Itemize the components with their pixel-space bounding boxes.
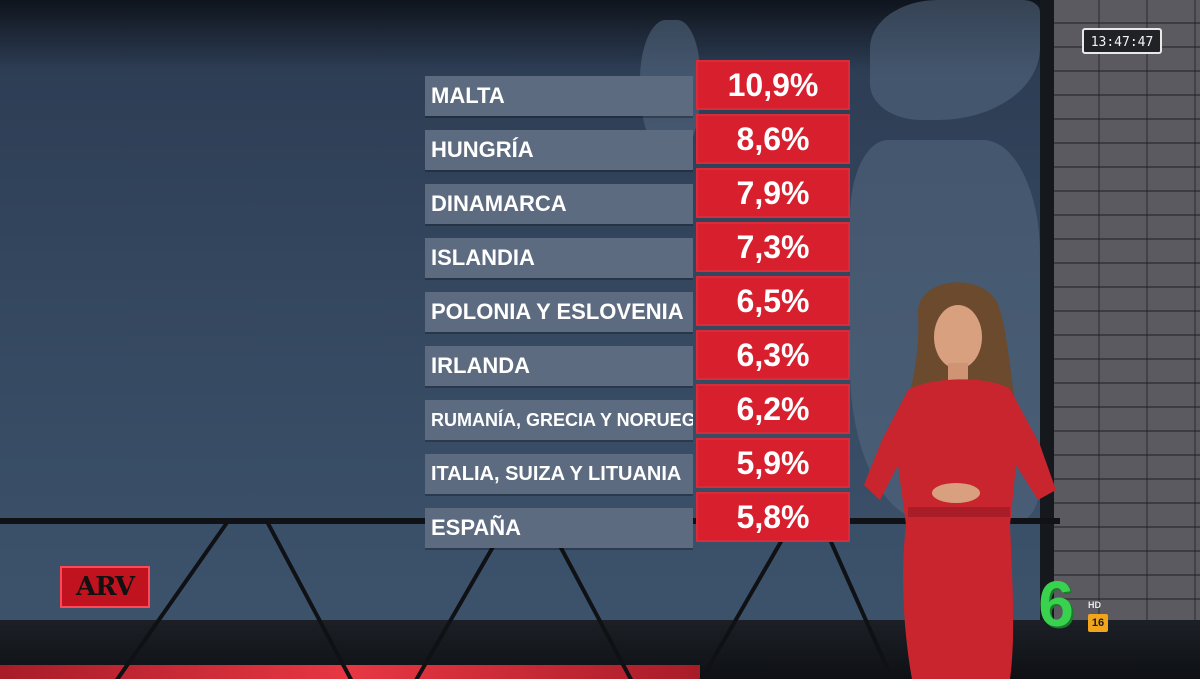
country-label: MALTA — [425, 76, 693, 116]
ranking-row: POLONIA Y ESLOVENIA 6,5% — [425, 274, 855, 332]
broadcast-clock: 13:47:47 — [1082, 28, 1162, 54]
country-label: POLONIA Y ESLOVENIA — [425, 292, 693, 332]
program-logo: ARV — [60, 566, 150, 608]
country-label: IRLANDA — [425, 346, 693, 386]
brick-wall — [1050, 0, 1200, 679]
country-label: HUNGRÍA — [425, 130, 693, 170]
ranking-row: ISLANDIA 7,3% — [425, 220, 855, 278]
ranking-row: IRLANDA 6,3% — [425, 328, 855, 386]
country-label: RUMANÍA, GRECIA Y NORUEGA — [425, 400, 693, 440]
country-label: DINAMARCA — [425, 184, 693, 224]
ranking-row: RUMANÍA, GRECIA Y NORUEGA 6,2% — [425, 382, 855, 440]
ranking-row: ITALIA, SUIZA Y LITUANIA 5,9% — [425, 436, 855, 494]
floor-red-light — [0, 665, 700, 679]
ranking-row: MALTA 10,9% — [425, 58, 855, 116]
ranking-row: DINAMARCA 7,9% — [425, 166, 855, 224]
presenter-dress — [864, 379, 1056, 679]
studio-pillar — [1040, 0, 1054, 679]
percentage-value: 5,9% — [696, 438, 850, 488]
presenter-belt — [908, 507, 1010, 517]
country-label: ESPAÑA — [425, 508, 693, 548]
age-rating-badge: 16 — [1088, 614, 1108, 632]
percentage-value: 6,2% — [696, 384, 850, 434]
channel-logo: 6 — [1038, 568, 1074, 640]
percentage-value: 5,8% — [696, 492, 850, 542]
percentage-value: 10,9% — [696, 60, 850, 110]
presenter — [864, 282, 1056, 679]
percentage-value: 7,9% — [696, 168, 850, 218]
channel-hd-tag: HD — [1088, 600, 1101, 610]
presenter-hands — [932, 483, 980, 503]
percentage-value: 6,3% — [696, 330, 850, 380]
country-label: ISLANDIA — [425, 238, 693, 278]
presenter-face — [934, 305, 982, 369]
percentage-value: 6,5% — [696, 276, 850, 326]
country-label: ITALIA, SUIZA Y LITUANIA — [425, 454, 693, 494]
ranking-row: HUNGRÍA 8,6% — [425, 112, 855, 170]
ranking-row: ESPAÑA 5,8% — [425, 490, 855, 548]
percentage-value: 8,6% — [696, 114, 850, 164]
percentage-value: 7,3% — [696, 222, 850, 272]
